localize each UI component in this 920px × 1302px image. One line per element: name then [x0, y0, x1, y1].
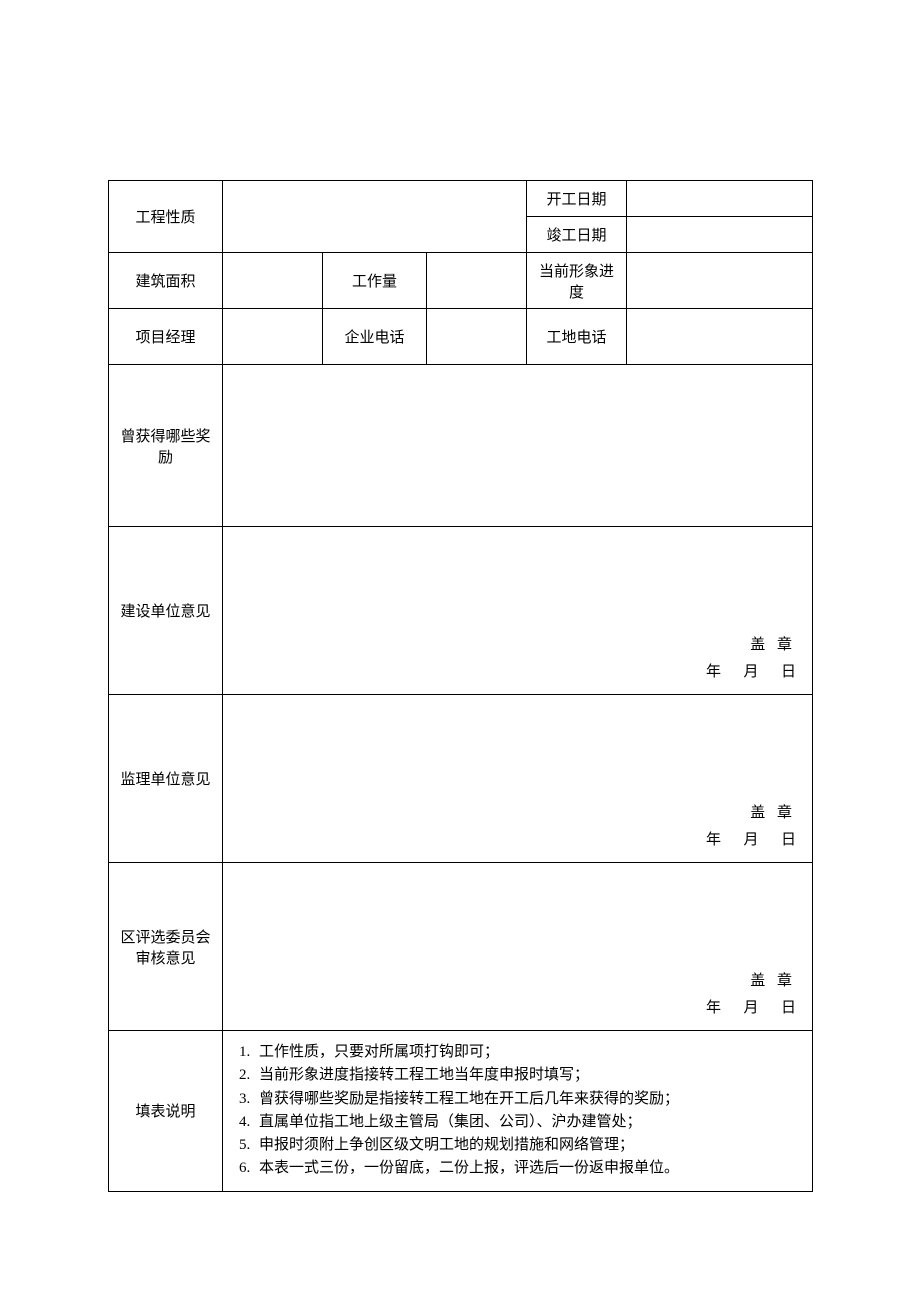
form-table: 工程性质 开工日期 竣工日期 建筑面积 工作量 当前形象进度 项目经理 企业电话…	[108, 180, 813, 1192]
value-start-date	[627, 181, 813, 217]
value-building-area	[223, 253, 323, 309]
notes-item: 2.当前形象进度指接转工程工地当年度申报时填写；	[239, 1064, 800, 1087]
label-construction-unit-opinion: 建设单位意见	[109, 527, 223, 695]
value-company-phone	[427, 309, 527, 365]
seal-date-line: 年 月 日	[706, 659, 796, 686]
label-project-nature: 工程性质	[109, 181, 223, 253]
value-workload	[427, 253, 527, 309]
seal-label: 盖 章	[706, 968, 796, 995]
seal-date-line: 年 月 日	[706, 995, 796, 1022]
notes-item: 6.本表一式三份，一份留底，二份上报，评选后一份返申报单位。	[239, 1157, 800, 1180]
value-project-nature	[223, 181, 527, 253]
seal-label: 盖 章	[706, 632, 796, 659]
label-building-area: 建筑面积	[109, 253, 223, 309]
value-project-manager	[223, 309, 323, 365]
notes-list: 1.工作性质，只要对所属项打钩即可； 2.当前形象进度指接转工程工地当年度申报时…	[229, 1035, 806, 1187]
value-district-committee-opinion: 盖 章 年 月 日	[223, 863, 813, 1031]
value-construction-unit-opinion: 盖 章 年 月 日	[223, 527, 813, 695]
value-current-progress	[627, 253, 813, 309]
seal-label: 盖 章	[706, 800, 796, 827]
label-awards-received: 曾获得哪些奖励	[109, 365, 223, 527]
value-supervision-unit-opinion: 盖 章 年 月 日	[223, 695, 813, 863]
seal-date-line: 年 月 日	[706, 827, 796, 854]
notes-item: 1.工作性质，只要对所属项打钩即可；	[239, 1041, 800, 1064]
notes-item: 3.曾获得哪些奖励是指接转工程工地在开工后几年来获得的奖励；	[239, 1088, 800, 1111]
label-company-phone: 企业电话	[323, 309, 427, 365]
label-workload: 工作量	[323, 253, 427, 309]
label-site-phone: 工地电话	[527, 309, 627, 365]
label-supervision-unit-opinion: 监理单位意见	[109, 695, 223, 863]
label-form-notes: 填表说明	[109, 1031, 223, 1192]
value-site-phone	[627, 309, 813, 365]
label-project-manager: 项目经理	[109, 309, 223, 365]
value-end-date	[627, 217, 813, 253]
value-form-notes: 1.工作性质，只要对所属项打钩即可； 2.当前形象进度指接转工程工地当年度申报时…	[223, 1031, 813, 1192]
label-end-date: 竣工日期	[527, 217, 627, 253]
label-start-date: 开工日期	[527, 181, 627, 217]
label-current-progress: 当前形象进度	[527, 253, 627, 309]
notes-item: 5.申报时须附上争创区级文明工地的规划措施和网络管理；	[239, 1134, 800, 1157]
value-awards-received	[223, 365, 813, 527]
notes-item: 4.直属单位指工地上级主管局（集团、公司）、沪办建管处；	[239, 1111, 800, 1134]
label-district-committee-opinion: 区评选委员会审核意见	[109, 863, 223, 1031]
